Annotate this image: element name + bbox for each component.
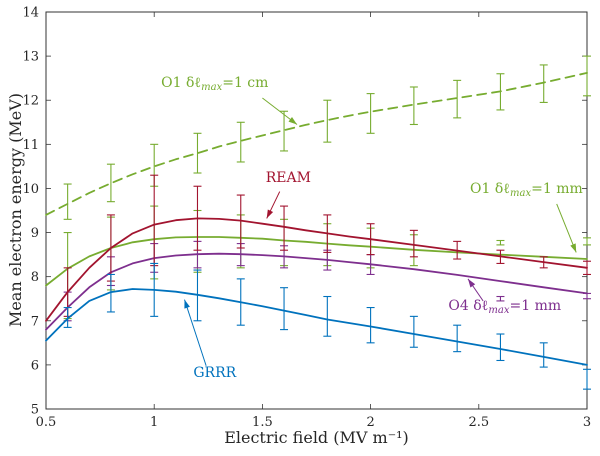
x-tick-label: 2	[366, 415, 374, 430]
annotation-text: REAM	[266, 170, 311, 186]
series-line-o1-1mm	[45, 236, 588, 287]
axes-box	[45, 11, 588, 410]
series-o1-1cm	[45, 55, 591, 220]
annotation-text: O1 δℓmax=1 cm	[161, 75, 268, 93]
annotation-arrowhead	[288, 117, 297, 125]
annotation-arrowhead	[184, 299, 190, 309]
y-axis-label: Mean electron energy (MeV)	[6, 92, 25, 328]
series-line-grrr	[45, 288, 588, 366]
annotation-text: O4 δℓmax=1 mm	[448, 298, 561, 316]
annotation-ream-label: REAM	[266, 170, 311, 219]
y-tick-label: 13	[22, 50, 39, 65]
x-tick-label: 3	[583, 415, 591, 430]
series-line-o1-1cm	[45, 72, 588, 216]
y-tick-label: 9	[31, 226, 39, 241]
x-tick-label: 1	[150, 415, 158, 430]
annotation-o1-1mm-label: O1 δℓmax=1 mm	[470, 181, 583, 253]
y-tick-label: 14	[22, 6, 39, 21]
y-tick-label: 7	[31, 314, 39, 329]
y-tick-label: 12	[22, 94, 39, 109]
annotation-arrowhead	[570, 243, 577, 253]
series-line-ream	[45, 217, 588, 322]
annotation-o1-1cm-label: O1 δℓmax=1 cm	[161, 75, 298, 125]
x-tick-label: 1.5	[252, 415, 273, 430]
annotation-arrow	[184, 299, 207, 366]
annotation-arrowhead	[266, 209, 274, 219]
y-tick-label: 8	[31, 270, 39, 285]
y-tick-label: 5	[31, 403, 39, 418]
y-tick-label: 10	[22, 182, 39, 197]
y-tick-label: 6	[31, 358, 39, 373]
annotation-grrr-label: GRRR	[184, 299, 237, 381]
x-tick-label: 0.5	[36, 415, 57, 430]
annotation-arrowhead	[468, 278, 476, 288]
y-tick-label: 11	[22, 138, 39, 153]
series-ream	[45, 174, 591, 322]
annotation-text: GRRR	[193, 365, 236, 381]
x-axis-label: Electric field (MV m⁻¹)	[224, 428, 409, 447]
annotation-o4-1mm-label: O4 δℓmax=1 mm	[448, 278, 561, 316]
annotation-text: O1 δℓmax=1 mm	[470, 181, 583, 199]
series-line-o4-1mm	[45, 252, 588, 331]
annotation-arrow	[556, 203, 577, 253]
x-tick-label: 2.5	[468, 415, 489, 430]
series-grrr	[45, 262, 591, 390]
